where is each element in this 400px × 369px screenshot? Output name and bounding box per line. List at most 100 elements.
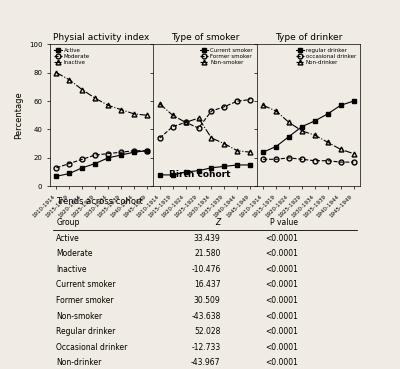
Title: Physial activity index: Physial activity index xyxy=(54,33,150,42)
Non-drinker xyxy=(325,140,330,144)
Legend: regular drinker, occasional drinker, Non-drinker: regular drinker, occasional drinker, Non… xyxy=(295,47,357,66)
Text: Moderate: Moderate xyxy=(56,249,93,258)
Text: -10.476: -10.476 xyxy=(191,265,220,274)
Moderate xyxy=(93,153,98,157)
Legend: Current smoker, Former smoker, Non-smoker: Current smoker, Former smoker, Non-smoke… xyxy=(199,47,254,66)
Text: 30.509: 30.509 xyxy=(194,296,220,305)
Line: Non-drinker: Non-drinker xyxy=(261,103,356,156)
Non-smoker xyxy=(170,113,175,117)
Text: Current smoker: Current smoker xyxy=(56,280,116,289)
regular drinker xyxy=(351,99,356,103)
Moderate xyxy=(54,166,59,170)
Text: Former smoker: Former smoker xyxy=(56,296,114,305)
Text: -43.638: -43.638 xyxy=(191,311,220,321)
Text: Birth cohort: Birth cohort xyxy=(169,170,231,179)
Text: <0.0001: <0.0001 xyxy=(265,249,298,258)
Inactive xyxy=(144,113,149,117)
Current smoker xyxy=(222,164,227,169)
Line: Current smoker: Current smoker xyxy=(157,162,253,177)
Non-drinker xyxy=(300,129,304,133)
Former smoker xyxy=(183,120,188,125)
Moderate xyxy=(80,157,85,162)
occasional drinker xyxy=(261,157,266,162)
regular drinker xyxy=(261,150,266,154)
Active xyxy=(67,171,72,176)
Non-drinker xyxy=(338,147,343,152)
Former smoker xyxy=(170,124,175,129)
Text: <0.0001: <0.0001 xyxy=(265,327,298,336)
Text: <0.0001: <0.0001 xyxy=(265,342,298,352)
Moderate xyxy=(67,161,72,166)
regular drinker xyxy=(312,119,317,123)
Current smoker xyxy=(209,166,214,170)
occasional drinker xyxy=(274,157,278,162)
Current smoker xyxy=(235,163,240,167)
Former smoker xyxy=(157,136,162,140)
Non-drinker xyxy=(312,133,317,137)
Non-smoker xyxy=(235,149,240,153)
Text: Active: Active xyxy=(56,234,80,243)
Line: Active: Active xyxy=(54,148,149,179)
Non-smoker xyxy=(209,136,214,140)
Non-drinker xyxy=(274,109,278,113)
occasional drinker xyxy=(300,157,304,162)
Inactive xyxy=(106,103,110,107)
occasional drinker xyxy=(312,159,317,163)
Active xyxy=(106,156,110,160)
Inactive xyxy=(67,77,72,82)
Text: Trends across cohort: Trends across cohort xyxy=(56,197,143,206)
Current smoker xyxy=(170,173,175,177)
Y-axis label: Percentage: Percentage xyxy=(14,92,23,139)
occasional drinker xyxy=(351,160,356,164)
Former smoker xyxy=(248,97,253,102)
Text: Regular drinker: Regular drinker xyxy=(56,327,116,336)
Inactive xyxy=(80,87,85,92)
regular drinker xyxy=(286,134,291,139)
Active xyxy=(119,153,124,157)
Line: Inactive: Inactive xyxy=(54,70,149,118)
Text: Occasional drinker: Occasional drinker xyxy=(56,342,128,352)
Text: Inactive: Inactive xyxy=(56,265,87,274)
Text: 21.580: 21.580 xyxy=(194,249,220,258)
Active xyxy=(80,166,85,170)
Line: occasional drinker: occasional drinker xyxy=(261,155,356,165)
regular drinker xyxy=(274,144,278,149)
occasional drinker xyxy=(338,160,343,164)
Text: <0.0001: <0.0001 xyxy=(265,296,298,305)
Inactive xyxy=(132,112,136,116)
Inactive xyxy=(93,96,98,100)
Current smoker xyxy=(196,168,201,173)
Former smoker xyxy=(196,126,201,130)
Non-drinker xyxy=(351,151,356,156)
Former smoker xyxy=(235,99,240,103)
regular drinker xyxy=(338,103,343,107)
Text: 16.437: 16.437 xyxy=(194,280,220,289)
Title: Type of smoker: Type of smoker xyxy=(171,33,239,42)
Active xyxy=(93,161,98,166)
Active xyxy=(132,150,136,154)
Non-smoker xyxy=(248,150,253,154)
Legend: Active, Moderate, Inactive: Active, Moderate, Inactive xyxy=(53,47,91,66)
Non-smoker xyxy=(222,141,227,146)
Non-drinker xyxy=(286,120,291,125)
Moderate xyxy=(119,150,124,154)
Text: 52.028: 52.028 xyxy=(194,327,220,336)
Former smoker xyxy=(222,104,227,109)
Inactive xyxy=(119,107,124,112)
occasional drinker xyxy=(286,156,291,160)
Text: Non-drinker: Non-drinker xyxy=(56,358,102,367)
Text: <0.0001: <0.0001 xyxy=(265,311,298,321)
Text: Z: Z xyxy=(215,218,220,227)
Active xyxy=(144,149,149,153)
Text: Group: Group xyxy=(56,218,80,227)
Line: regular drinker: regular drinker xyxy=(261,99,356,155)
Non-drinker xyxy=(261,103,266,107)
Title: Type of drinker: Type of drinker xyxy=(275,33,342,42)
Text: Non-smoker: Non-smoker xyxy=(56,311,102,321)
Current smoker xyxy=(183,170,188,174)
Non-smoker xyxy=(157,102,162,106)
Text: <0.0001: <0.0001 xyxy=(265,280,298,289)
Active xyxy=(54,174,59,179)
Text: -43.967: -43.967 xyxy=(191,358,220,367)
occasional drinker xyxy=(325,159,330,163)
